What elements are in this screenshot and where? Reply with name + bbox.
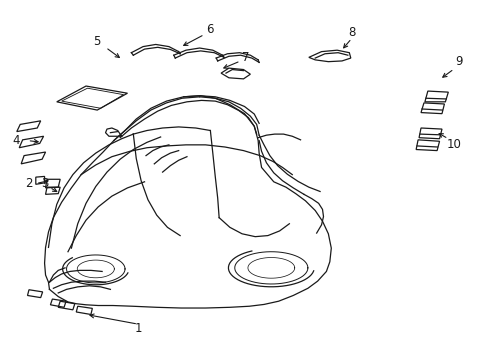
Text: 2: 2	[25, 177, 33, 190]
Text: 1: 1	[134, 322, 142, 335]
Text: 8: 8	[347, 26, 355, 39]
Text: 9: 9	[454, 55, 462, 68]
Text: 4: 4	[13, 134, 20, 147]
Text: 3: 3	[41, 177, 48, 190]
Text: 10: 10	[446, 138, 461, 150]
Text: 6: 6	[206, 23, 214, 36]
Text: 5: 5	[93, 35, 101, 49]
Text: 7: 7	[241, 51, 249, 64]
